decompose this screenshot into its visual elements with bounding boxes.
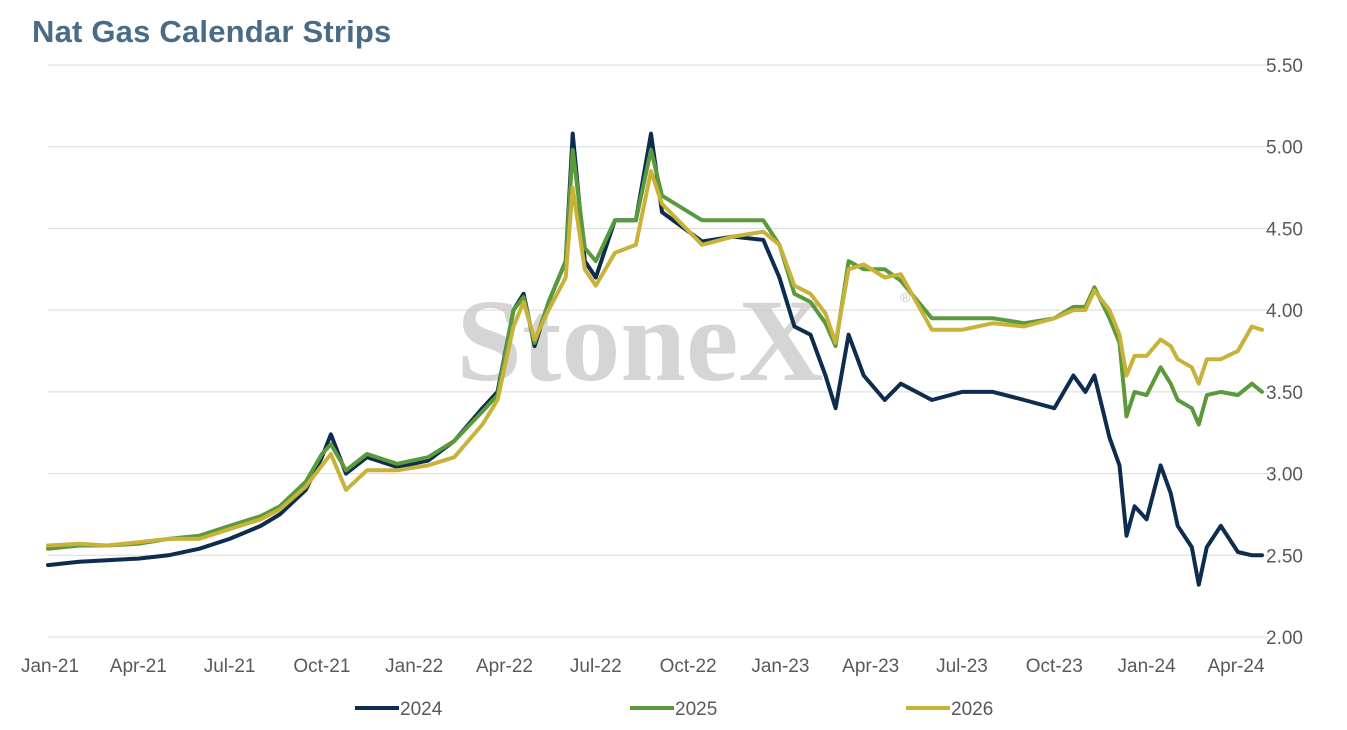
y-tick-label: 4.50 bbox=[1266, 219, 1303, 240]
x-tick-label: Jan-23 bbox=[751, 656, 809, 677]
x-tick-label: Apr-21 bbox=[110, 656, 167, 677]
x-tick-label: Oct-23 bbox=[1026, 656, 1083, 677]
legend-label-2024: 2024 bbox=[400, 699, 443, 720]
x-tick-label: Jan-24 bbox=[1118, 656, 1177, 677]
chart-title: Nat Gas Calendar Strips bbox=[32, 14, 392, 49]
x-tick-label: Apr-23 bbox=[842, 656, 899, 677]
x-tick-label: Jan-21 bbox=[21, 656, 79, 677]
series-line-2025 bbox=[46, 148, 1264, 551]
x-tick-label: Jul-23 bbox=[936, 656, 988, 677]
y-tick-label: 5.00 bbox=[1266, 138, 1303, 159]
y-tick-label: 2.00 bbox=[1266, 628, 1303, 649]
gridlines bbox=[48, 64, 1268, 638]
watermark-text: StoneX bbox=[456, 275, 823, 406]
y-axis-ticks: 2.00 2.50 3.00 3.50 4.00 4.50 5.00 5.50 bbox=[1266, 56, 1303, 649]
series-lines bbox=[46, 131, 1264, 587]
x-tick-label: Oct-22 bbox=[660, 656, 717, 677]
y-tick-label: 5.50 bbox=[1266, 56, 1303, 77]
y-tick-label: 2.50 bbox=[1266, 546, 1303, 567]
legend-label-2026: 2026 bbox=[951, 699, 993, 720]
series-line-2024 bbox=[46, 131, 1264, 587]
x-tick-label: Jul-21 bbox=[204, 656, 256, 677]
series-line-2026 bbox=[46, 169, 1264, 548]
x-axis-ticks: Jan-21 Apr-21 Jul-21 Oct-21 Jan-22 Apr-22 Jul-… bbox=[21, 656, 1265, 677]
x-tick-label: Jul-22 bbox=[570, 656, 622, 677]
x-tick-label: Oct-21 bbox=[293, 656, 350, 677]
x-tick-label: Jan-22 bbox=[385, 656, 443, 677]
y-tick-label: 4.00 bbox=[1266, 301, 1303, 322]
x-tick-label: Apr-24 bbox=[1207, 656, 1264, 677]
legend-label-2025: 2025 bbox=[675, 699, 717, 720]
y-tick-label: 3.00 bbox=[1266, 465, 1303, 486]
x-tick-label: Apr-22 bbox=[476, 656, 533, 677]
legend: 2024 2025 2026 bbox=[355, 699, 993, 720]
y-tick-label: 3.50 bbox=[1266, 383, 1303, 404]
watermark-registered-mark: ® bbox=[900, 289, 911, 305]
